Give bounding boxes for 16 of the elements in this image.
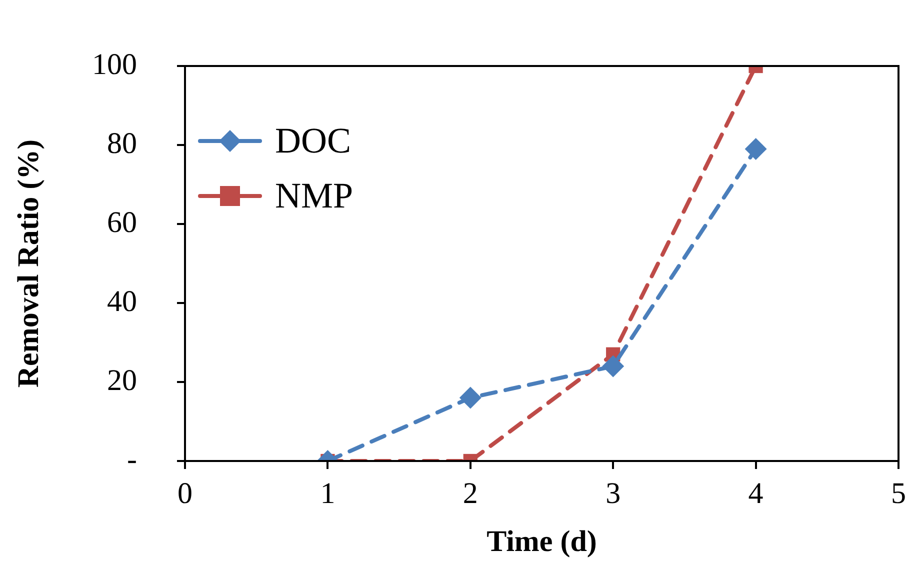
- legend-label: NMP: [275, 175, 354, 216]
- x-tick-label: 1: [320, 476, 336, 510]
- x-tick-label: 2: [462, 476, 478, 510]
- y-tick-label: -: [127, 442, 137, 476]
- x-tick-label: 3: [606, 476, 621, 510]
- x-tick-label: 0: [178, 476, 192, 510]
- y-tick-label: 20: [107, 364, 137, 397]
- x-axis-title: Time (d): [486, 524, 597, 558]
- y-tick-label: 100: [92, 48, 137, 81]
- y-axis-title: Removal Ratio (%): [12, 139, 45, 388]
- legend-label: DOC: [275, 120, 352, 160]
- y-tick-label: 40: [107, 284, 137, 318]
- y-tick-label: 80: [107, 126, 137, 160]
- x-tick-label: 4: [748, 476, 764, 510]
- y-tick-label: 60: [107, 206, 137, 239]
- x-tick-label: 5: [891, 476, 906, 510]
